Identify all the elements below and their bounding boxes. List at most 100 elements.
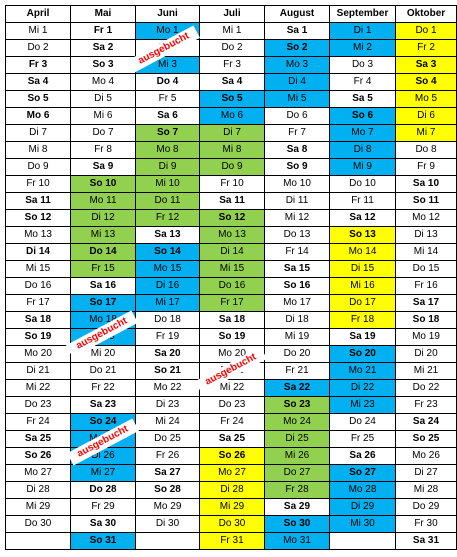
- day-cell-juni: Sa 6: [135, 107, 200, 125]
- day-cell-august: Mo 31: [264, 532, 330, 550]
- booking-calendar-table: April Mai Juni Juli August September Okt…: [5, 5, 457, 550]
- day-cell-april: Mo 6: [5, 107, 71, 125]
- day-cell-oktober: Sa 24: [395, 413, 457, 431]
- day-cell-september: Mo 28: [329, 481, 396, 499]
- day-cell-oktober: So 18: [395, 311, 457, 329]
- day-cell-juli: Mi 29: [199, 498, 265, 516]
- day-cell-mai: Sa 2: [70, 39, 136, 57]
- day-cell-september: So 6: [329, 107, 396, 125]
- day-cell-juni: So 21: [135, 362, 200, 380]
- day-cell-september: So 20: [329, 345, 396, 363]
- day-cell-juni: Fr 19: [135, 328, 200, 346]
- month-header-mai: Mai: [70, 5, 136, 23]
- day-cell-mai: Fr 29: [70, 498, 136, 516]
- calendar-row: Mi 15 Fr 15 Mo 15 Mi 15 Sa 15 Di 15 Do 15: [5, 260, 457, 278]
- day-cell-oktober: Fr 9: [395, 158, 457, 176]
- day-cell-september: Mo 14: [329, 243, 396, 261]
- day-cell-april: Mo 20: [5, 345, 71, 363]
- day-cell-oktober: Mo 12: [395, 209, 457, 227]
- day-cell-mai: Fr 15: [70, 260, 136, 278]
- day-cell-mai: So 31: [70, 532, 136, 550]
- day-cell-juni: Di 16: [135, 277, 200, 295]
- day-cell-juni: Fr 26: [135, 447, 200, 465]
- day-cell-april: So 26: [5, 447, 71, 465]
- day-cell-august: Mo 24: [264, 413, 330, 431]
- day-cell-oktober: Fr 16: [395, 277, 457, 295]
- day-cell-juli: Sa 4: [199, 73, 265, 91]
- day-cell-juli: Do 30: [199, 515, 265, 533]
- calendar-row: So 5 Di 5 Fr 5 So 5 Mi 5 Sa 5 Mo 5: [5, 90, 457, 108]
- day-cell-august: So 23: [264, 396, 330, 414]
- day-cell-mai: Sa 16: [70, 277, 136, 295]
- day-cell-juni: So 28: [135, 481, 200, 499]
- day-cell-juni: Do 11: [135, 192, 200, 210]
- day-cell-august: Mo 10: [264, 175, 330, 193]
- day-cell-september: Sa 5: [329, 90, 396, 108]
- day-cell-april: Do 30: [5, 515, 71, 533]
- calendar-row: Fr 24 So 24 Mi 24 Fr 24 Mo 24 Do 24 Sa 24: [5, 413, 457, 431]
- day-cell-august: Di 4: [264, 73, 330, 91]
- day-cell-august: Fr 14: [264, 243, 330, 261]
- day-cell-september: Mo 7: [329, 124, 396, 142]
- day-cell-oktober: So 11: [395, 192, 457, 210]
- day-cell-september: Mi 16: [329, 277, 396, 295]
- day-cell-oktober: Do 1: [395, 22, 457, 40]
- day-cell-oktober: So 25: [395, 430, 457, 448]
- day-cell-mai: Fr 8: [70, 141, 136, 159]
- day-cell-august: Mi 19: [264, 328, 330, 346]
- day-cell-oktober: Di 20: [395, 345, 457, 363]
- day-cell-september: Do 24: [329, 413, 396, 431]
- day-cell-oktober: Sa 17: [395, 294, 457, 312]
- day-cell-oktober: Mi 14: [395, 243, 457, 261]
- day-cell-juli: Do 2: [199, 39, 265, 57]
- day-cell-juni: Sa 13: [135, 226, 200, 244]
- day-cell-juli: Fr 17: [199, 294, 265, 312]
- day-cell-juli: Fr 31: [199, 532, 265, 550]
- day-cell-august: Sa 29: [264, 498, 330, 516]
- day-cell-april: Sa 25: [5, 430, 71, 448]
- day-cell-oktober: Mo 26: [395, 447, 457, 465]
- day-cell-august: So 30: [264, 515, 330, 533]
- day-cell-august: Do 20: [264, 345, 330, 363]
- day-cell-september: Di 1: [329, 22, 396, 40]
- day-cell-juni: Sa 20: [135, 345, 200, 363]
- day-cell-mai: Mi 27: [70, 464, 136, 482]
- calendar-row: Mi 22 Fr 22 Mo 22 Mi 22 Sa 22 Di 22 Do 22: [5, 379, 457, 397]
- day-cell-april: Di 7: [5, 124, 71, 142]
- calendar-row: Mi 1 Fr 1 Mo 1 Mi 1 Sa 1 Di 1 Do 1: [5, 22, 457, 40]
- day-cell-juli: So 5: [199, 90, 265, 108]
- day-cell-oktober: Fr 23: [395, 396, 457, 414]
- day-cell-juni: Di 9: [135, 158, 200, 176]
- day-cell-april: Fr 3: [5, 56, 71, 74]
- day-cell-august: Mo 3: [264, 56, 330, 74]
- day-cell-juli: So 12: [199, 209, 265, 227]
- day-cell-juni: Fr 5: [135, 90, 200, 108]
- calendar-row: Fr 17 So 17 Mi 17 Fr 17 Mo 17 Do 17 Sa 17: [5, 294, 457, 312]
- day-cell-juni: So 7: [135, 124, 200, 142]
- day-cell-august: Sa 1: [264, 22, 330, 40]
- day-cell-september: So 13: [329, 226, 396, 244]
- day-cell-juni: Mo 22: [135, 379, 200, 397]
- day-cell-mai: Mi 6: [70, 107, 136, 125]
- day-cell-august: Do 27: [264, 464, 330, 482]
- month-header-september: September: [329, 5, 396, 23]
- calendar-row: Do 2Sa 2Di 2Do 2So 2Mi 2Fr 2: [5, 39, 457, 57]
- calendar-row: Do 16 Sa 16 Di 16 Do 16 So 16 Mi 16 Fr 16: [5, 277, 457, 295]
- day-cell-juli: Di 14: [199, 243, 265, 261]
- day-cell-mai: So 10: [70, 175, 136, 193]
- day-cell-august: Di 18: [264, 311, 330, 329]
- day-cell-september: Fr 11: [329, 192, 396, 210]
- day-cell-juni: Mo 15: [135, 260, 200, 278]
- day-cell-oktober: Di 27: [395, 464, 457, 482]
- day-cell-mai: Sa 30: [70, 515, 136, 533]
- day-cell-oktober: Fr 30: [395, 515, 457, 533]
- day-cell-august: So 9: [264, 158, 330, 176]
- day-cell-september: Fr 25: [329, 430, 396, 448]
- day-cell-juni: Do 4: [135, 73, 200, 91]
- day-cell-juli: Fr 10: [199, 175, 265, 193]
- calendar-row: Do 9 Sa 9 Di 9 Do 9 So 9 Mi 9 Fr 9: [5, 158, 457, 176]
- calendar-row: Fr 3 So 3 Mi 3 Fr 3 Mo 3 Do 3 Sa 3: [5, 56, 457, 74]
- day-cell-april: Do 2: [5, 39, 71, 57]
- day-cell-september: Do 17: [329, 294, 396, 312]
- day-cell-april: Fr 17: [5, 294, 71, 312]
